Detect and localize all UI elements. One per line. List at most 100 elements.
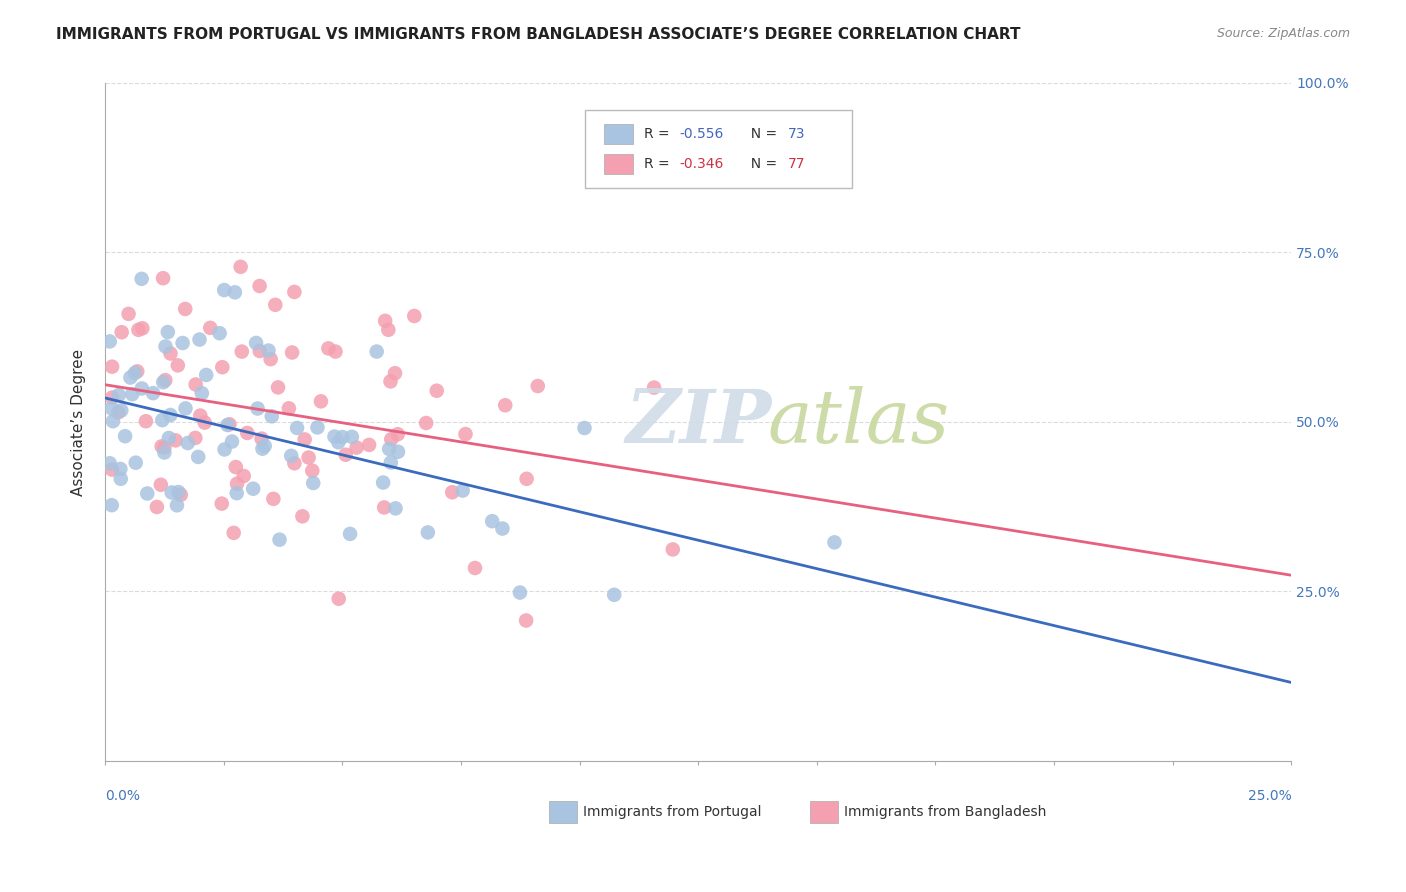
Point: [107, 388, 129, 402]
Point: [516, 472, 538, 486]
Point: [166, 359, 188, 373]
Point: [211, 497, 233, 511]
Point: [260, 352, 283, 367]
Point: [188, 333, 211, 347]
Point: [298, 450, 321, 465]
Point: [323, 429, 346, 443]
Point: [384, 501, 406, 516]
Point: [416, 525, 439, 540]
Text: 25.0%: 25.0%: [1247, 789, 1291, 803]
Point: [491, 522, 513, 536]
Text: 0.0%: 0.0%: [105, 789, 141, 803]
Point: [384, 366, 406, 380]
Point: [200, 321, 222, 335]
Point: [170, 488, 193, 502]
Point: [98, 456, 121, 470]
Point: [257, 343, 280, 358]
Point: [387, 444, 409, 458]
Point: [280, 449, 302, 463]
Text: N =: N =: [742, 127, 782, 141]
Point: [260, 409, 283, 424]
Text: IMMIGRANTS FROM PORTUGAL VS IMMIGRANTS FROM BANGLADESH ASSOCIATE’S DEGREE CORREL: IMMIGRANTS FROM PORTUGAL VS IMMIGRANTS F…: [56, 27, 1021, 42]
Point: [366, 344, 388, 359]
Point: [101, 359, 124, 374]
Point: [146, 500, 169, 514]
Point: [149, 477, 172, 491]
Point: [309, 394, 332, 409]
Point: [214, 442, 236, 457]
Y-axis label: Associate’s Degree: Associate’s Degree: [72, 349, 86, 496]
Point: [172, 336, 194, 351]
Text: atlas: atlas: [768, 385, 949, 458]
Point: [526, 379, 548, 393]
FancyBboxPatch shape: [605, 124, 633, 144]
Point: [328, 591, 350, 606]
Point: [283, 456, 305, 470]
Text: 73: 73: [789, 127, 806, 141]
Point: [246, 401, 269, 416]
Point: [121, 387, 143, 401]
Point: [127, 364, 149, 378]
Point: [380, 432, 402, 446]
Point: [131, 272, 153, 286]
Point: [377, 323, 399, 337]
Point: [218, 417, 240, 432]
Point: [332, 430, 354, 444]
Point: [153, 445, 176, 459]
Point: [131, 382, 153, 396]
Point: [98, 334, 121, 349]
Point: [236, 425, 259, 440]
Point: [662, 542, 685, 557]
Point: [110, 462, 132, 476]
Point: [156, 325, 179, 339]
Point: [110, 403, 132, 417]
Point: [153, 441, 176, 455]
Point: [252, 442, 274, 456]
Point: [380, 456, 402, 470]
Point: [302, 476, 325, 491]
Point: [374, 314, 396, 328]
Point: [225, 486, 247, 500]
Point: [160, 485, 183, 500]
FancyBboxPatch shape: [810, 801, 838, 822]
Point: [281, 345, 304, 359]
FancyBboxPatch shape: [585, 110, 852, 188]
Point: [101, 414, 124, 428]
Point: [208, 326, 231, 341]
Point: [294, 433, 316, 447]
Point: [643, 381, 665, 395]
Point: [232, 469, 254, 483]
Point: [135, 414, 157, 428]
Point: [574, 421, 596, 435]
Point: [404, 309, 426, 323]
Point: [174, 301, 197, 316]
Point: [177, 436, 200, 450]
Point: [212, 283, 235, 297]
Point: [188, 409, 211, 423]
Point: [100, 401, 122, 416]
Point: [157, 431, 180, 445]
Point: [262, 491, 284, 506]
Point: [373, 500, 395, 515]
Point: [125, 456, 148, 470]
Text: R =: R =: [644, 127, 673, 141]
FancyBboxPatch shape: [605, 154, 633, 175]
Point: [242, 482, 264, 496]
Point: [111, 325, 134, 339]
Point: [346, 441, 368, 455]
Point: [100, 498, 122, 512]
Text: -0.346: -0.346: [679, 157, 724, 171]
Point: [159, 408, 181, 422]
Point: [509, 585, 531, 599]
Point: [184, 377, 207, 392]
Text: Immigrants from Portugal: Immigrants from Portugal: [583, 805, 762, 819]
Point: [441, 485, 464, 500]
Point: [481, 514, 503, 528]
Point: [194, 416, 217, 430]
Point: [120, 370, 142, 384]
Point: [339, 527, 361, 541]
Point: [231, 344, 253, 359]
Point: [378, 442, 401, 456]
Point: [253, 439, 276, 453]
Text: 77: 77: [789, 157, 806, 171]
